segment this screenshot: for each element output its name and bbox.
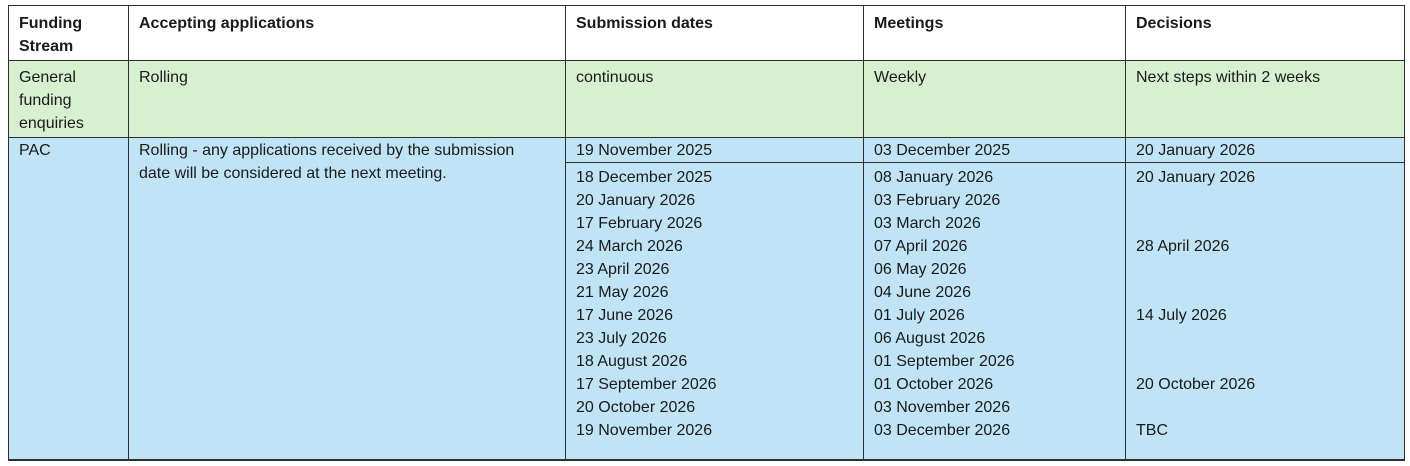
pac-first-decision-cell: 20 January 2026 [1125,137,1405,163]
header-submission-dates: Submission dates [565,5,864,61]
date-line: 23 July 2026 [576,330,667,347]
date-line: 01 September 2026 [874,353,1015,370]
pac-stream-cell: PAC [8,137,129,460]
blank-line [1136,281,1398,304]
date-line: 17 June 2026 [576,307,673,324]
date-line: 20 January 2026 [576,192,696,209]
general-accepting-cell: Rolling [128,60,566,138]
blank-line [1136,327,1398,350]
date-line: 07 April 2026 [874,238,968,255]
date-line: 20 October 2026 [1136,376,1256,393]
header-decisions: Decisions [1125,5,1405,61]
date-line: 20 January 2026 [1136,169,1256,186]
general-meetings-cell: Weekly [863,60,1126,138]
funding-schedule-table: Funding Stream Accepting applications Su… [8,5,1405,461]
blank-line [1136,258,1398,281]
date-line: 18 August 2026 [576,353,688,370]
date-line: 03 February 2026 [874,192,1001,209]
blank-line [1136,212,1398,235]
date-line: 21 May 2026 [576,284,669,301]
date-line: 24 March 2026 [576,238,683,255]
date-line: 23 April 2026 [576,261,670,278]
pac-submission-dates-cell: 18 December 2025 20 January 2026 17 Februa… [565,162,864,460]
date-line: 04 June 2026 [874,284,971,301]
date-line: 17 February 2026 [576,215,703,232]
pac-cycles-row: 18 December 2025 20 January 2026 17 Februa… [9,162,1405,460]
blank-line [1136,189,1398,212]
header-row: Funding Stream Accepting applications Su… [8,5,1405,61]
general-enquiries-row: General funding enquiries Rolling contin… [8,60,1405,138]
date-line: 20 October 2026 [576,399,696,416]
date-line: 19 November 2026 [576,422,713,439]
date-line: 06 May 2026 [874,261,967,278]
blank-line [1136,350,1398,373]
pac-accepting-cell: Rolling - any applications received by t… [128,137,566,460]
date-line: 03 December 2026 [874,422,1011,439]
header-funding-stream: Funding Stream [8,5,129,61]
general-submission-cell: continuous [565,60,864,138]
date-line: TBC [1136,422,1168,439]
date-line: 03 March 2026 [874,215,981,232]
date-line: 01 October 2026 [874,376,994,393]
pac-accepting-text: Rolling - any applications received by t… [139,142,515,182]
pac-first-meeting-cell: 03 December 2025 [863,137,1126,163]
header-meetings: Meetings [863,5,1126,61]
pac-meetings-cell: 08 January 2026 03 February 2026 03 March … [863,162,1126,460]
date-line: 06 August 2026 [874,330,986,347]
date-line: 28 April 2026 [1136,238,1230,255]
date-line: 14 July 2026 [1136,307,1227,324]
pac-first-submission-cell: 19 November 2025 [565,137,864,163]
date-line: 18 December 2025 [576,169,713,186]
general-stream-cell: General funding enquiries [8,60,129,138]
date-line: 17 September 2026 [576,376,717,393]
header-accepting-applications: Accepting applications [128,5,566,61]
pac-decisions-cell: 20 January 2026 28 April 2026 14 July 20… [1125,162,1405,460]
date-line: 08 January 2026 [874,169,994,186]
date-line: 01 July 2026 [874,307,965,324]
date-line: 03 November 2026 [874,399,1011,416]
general-decisions-cell: Next steps within 2 weeks [1125,60,1405,138]
pac-first-cycle-row: PAC Rolling - any applications received … [8,137,1405,460]
blank-line [1136,396,1398,419]
